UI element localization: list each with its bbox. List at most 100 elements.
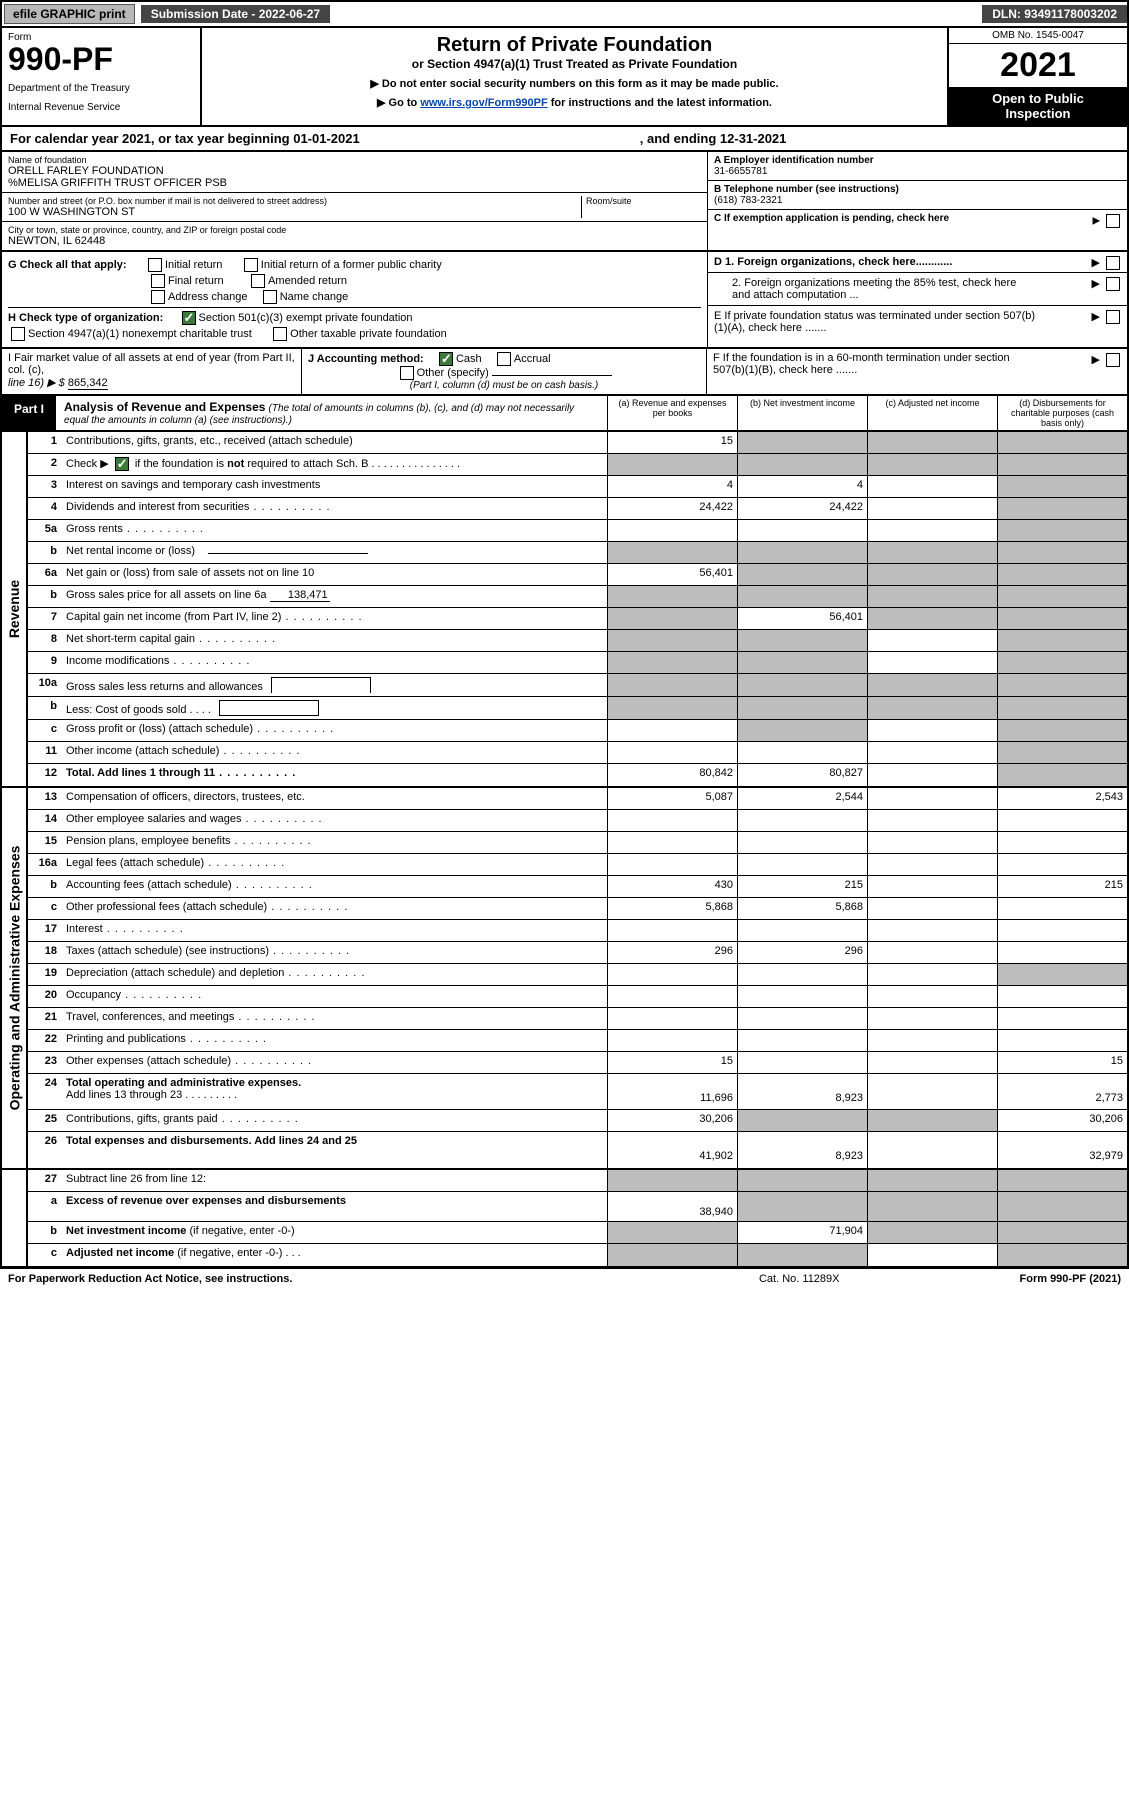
cell-d: 2,543 [997, 788, 1127, 809]
g-final-checkbox[interactable] [151, 274, 165, 288]
row-16c: c Other professional fees (attach schedu… [28, 898, 1127, 920]
i-line-label: line 16) ▶ $ [8, 377, 65, 389]
efile-topbar: efile GRAPHIC print Submission Date - 20… [0, 0, 1129, 28]
g-initial-return-checkbox[interactable] [148, 258, 162, 272]
cell-a: 24,422 [607, 498, 737, 519]
cell-c [867, 720, 997, 741]
cell-d [997, 898, 1127, 919]
row-18: 18 Taxes (attach schedule) (see instruct… [28, 942, 1127, 964]
row-num: 7 [28, 608, 62, 629]
j-cash-checkbox[interactable] [439, 352, 453, 366]
r2-checkbox[interactable] [115, 457, 129, 471]
cell-d [997, 564, 1127, 585]
g-address-checkbox[interactable] [151, 290, 165, 304]
part1-title: Analysis of Revenue and Expenses [64, 400, 265, 414]
c-checkbox[interactable] [1106, 214, 1120, 228]
ein-value: 31-6655781 [714, 166, 1121, 177]
h-501c3-checkbox[interactable] [182, 311, 196, 325]
row-desc: Other income (attach schedule) [62, 742, 607, 763]
g-opt-initial: Initial return [165, 259, 222, 271]
cell-d [997, 674, 1127, 696]
row-desc: Net investment income (if negative, ente… [62, 1222, 607, 1243]
j-accrual-checkbox[interactable] [497, 352, 511, 366]
address-cell: Number and street (or P.O. box number if… [2, 193, 707, 222]
omb-number: OMB No. 1545-0047 [949, 28, 1127, 44]
cell-b [737, 1244, 867, 1266]
g-label: G Check all that apply: [8, 259, 127, 271]
irs-link[interactable]: www.irs.gov/Form990PF [420, 97, 547, 109]
g-opt-amended: Amended return [268, 275, 347, 287]
cell-a: 30,206 [607, 1110, 737, 1131]
cell-a [607, 652, 737, 673]
row-num: 26 [28, 1132, 62, 1168]
row-num: 23 [28, 1052, 62, 1073]
room-label: Room/suite [586, 196, 701, 206]
r2-post: if the foundation is not required to att… [135, 458, 460, 470]
form-number-block: Form 990-PF Department of the Treasury I… [2, 28, 202, 125]
g-amended-checkbox[interactable] [251, 274, 265, 288]
check-section: G Check all that apply: Initial return I… [0, 252, 1129, 349]
ein-label: A Employer identification number [714, 155, 1121, 166]
form-header: Form 990-PF Department of the Treasury I… [0, 28, 1129, 127]
j-accrual-label: Accrual [514, 353, 551, 365]
g-name-checkbox[interactable] [263, 290, 277, 304]
h-opt1: Section 501(c)(3) exempt private foundat… [199, 312, 413, 324]
row-desc: Accounting fees (attach schedule) [62, 876, 607, 897]
cell-a [607, 630, 737, 651]
cell-d [997, 520, 1127, 541]
g-initial-former-checkbox[interactable] [244, 258, 258, 272]
row-num: b [28, 542, 62, 563]
row-desc: Total operating and administrative expen… [62, 1074, 607, 1109]
row-20: 20 Occupancy [28, 986, 1127, 1008]
submission-date-badge: Submission Date - 2022-06-27 [141, 5, 330, 23]
row-desc: Gross sales less returns and allowances [62, 674, 607, 696]
f-checkbox[interactable] [1106, 353, 1120, 367]
row-27c: c Adjusted net income (if negative, ente… [28, 1244, 1127, 1266]
cell-b: 296 [737, 942, 867, 963]
row-desc: Check ▶ if the foundation is not require… [62, 454, 607, 475]
cell-b [737, 630, 867, 651]
row-num: b [28, 876, 62, 897]
e-checkbox[interactable] [1106, 310, 1120, 324]
row-num: 10a [28, 674, 62, 696]
row-10a: 10a Gross sales less returns and allowan… [28, 674, 1127, 697]
row-27b: b Net investment income (if negative, en… [28, 1222, 1127, 1244]
row-num: 9 [28, 652, 62, 673]
foundation-name: ORELL FARLEY FOUNDATION [8, 165, 701, 177]
fmv-accounting-row: I Fair market value of all assets at end… [0, 349, 1129, 396]
j-other-checkbox[interactable] [400, 366, 414, 380]
e-label: E If private foundation status was termi… [714, 310, 1044, 334]
cell-b [737, 810, 867, 831]
row-desc: Compensation of officers, directors, tru… [62, 788, 607, 809]
row-4: 4 Dividends and interest from securities… [28, 498, 1127, 520]
open-public-badge: Open to Public Inspection [949, 87, 1127, 125]
d1-label: D 1. Foreign organizations, check here..… [714, 256, 952, 268]
cell-d: 2,773 [997, 1074, 1127, 1109]
row-desc: Other professional fees (attach schedule… [62, 898, 607, 919]
row-num: 13 [28, 788, 62, 809]
row-num: 17 [28, 920, 62, 941]
cell-c [867, 1030, 997, 1051]
phone-cell: B Telephone number (see instructions) (6… [708, 181, 1127, 210]
efile-print-button[interactable]: efile GRAPHIC print [4, 4, 135, 24]
cell-d [997, 742, 1127, 763]
cell-a [607, 1170, 737, 1191]
cell-c [867, 608, 997, 629]
cell-b: 71,904 [737, 1222, 867, 1243]
g-opt-final: Final return [168, 275, 224, 287]
addr-label: Number and street (or P.O. box number if… [8, 196, 581, 206]
cell-b: 56,401 [737, 608, 867, 629]
cell-c [867, 920, 997, 941]
cell-c [867, 454, 997, 475]
cell-b: 8,923 [737, 1132, 867, 1168]
row-num: 2 [28, 454, 62, 475]
cell-a: 5,868 [607, 898, 737, 919]
h-4947-checkbox[interactable] [11, 327, 25, 341]
cell-d [997, 454, 1127, 475]
cell-a: 56,401 [607, 564, 737, 585]
row-26: 26 Total expenses and disbursements. Add… [28, 1132, 1127, 1168]
col-a-header: (a) Revenue and expenses per books [607, 396, 737, 430]
d2-checkbox[interactable] [1106, 277, 1120, 291]
h-other-checkbox[interactable] [273, 327, 287, 341]
d1-checkbox[interactable] [1106, 256, 1120, 270]
